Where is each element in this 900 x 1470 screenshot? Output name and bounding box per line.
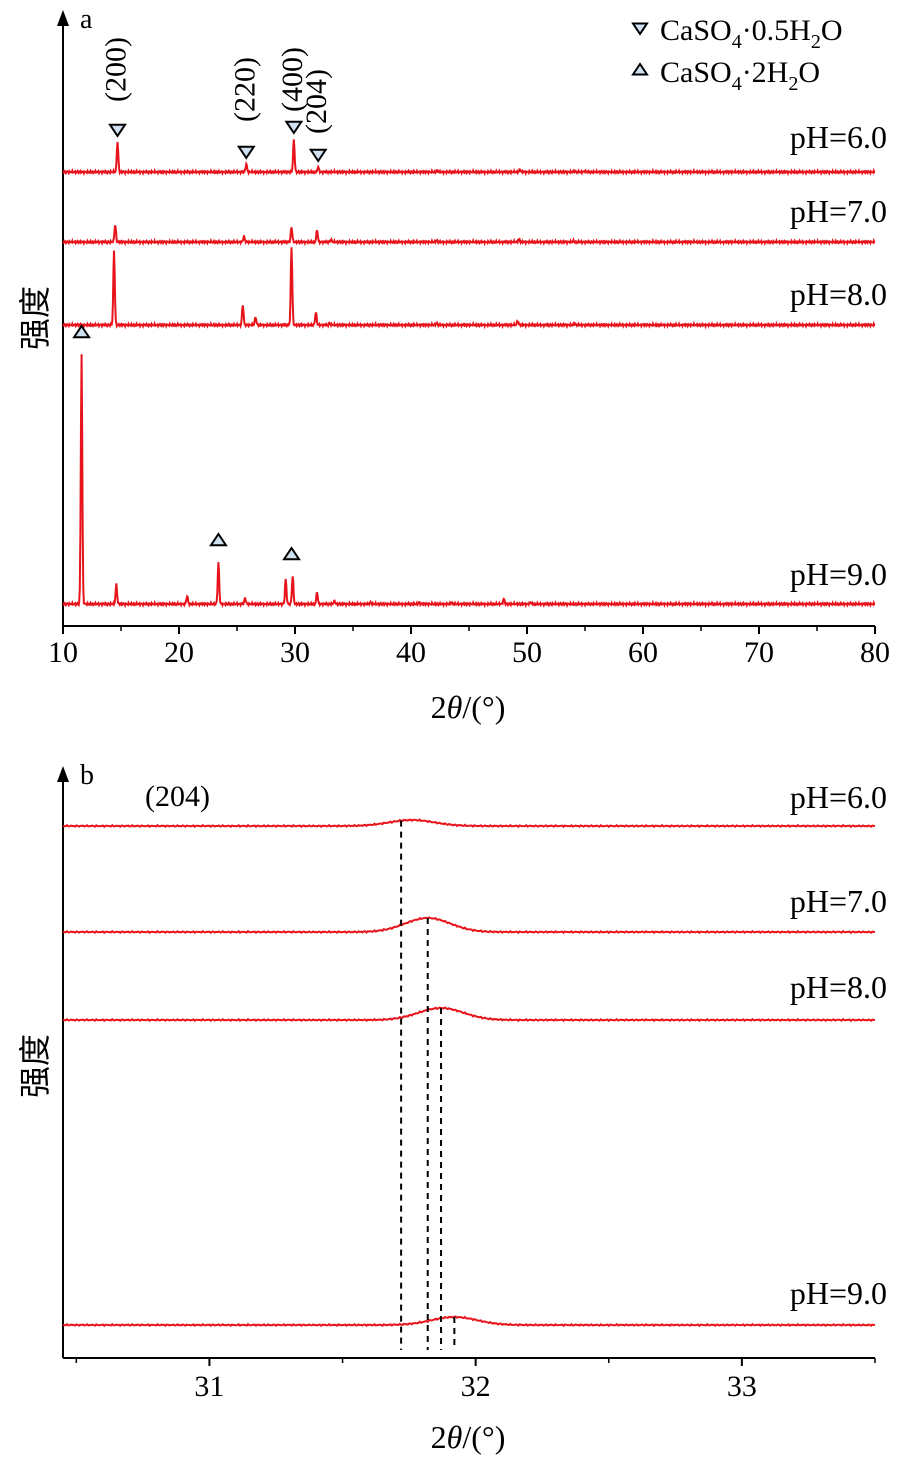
panel-b-series-label-ph-8-0: pH=8.0 [790, 969, 887, 1005]
panel-b-trace-ph-6-0 [63, 818, 876, 829]
panel-a-plot: 10 20 30 40 50 60 70 80 pH=6.0 pH=7.0 pH=8.0 pH=9.0… [48, 10, 890, 669]
hemihydrate-marker-icon [284, 120, 304, 135]
hemihydrate-marker-icon [108, 123, 127, 138]
panel-a-series-label-ph-7-0: pH=7.0 [790, 193, 887, 229]
panel-a-x-tick-label-60: 60 [628, 636, 658, 669]
hemihydrate-marker-icon [236, 145, 256, 160]
panel-b-annotation-204: (204) [145, 780, 210, 813]
panel-a-series-label-ph-9-0: pH=9.0 [790, 556, 887, 592]
panel-b-plot: 31 32 33 pH=6.0 pH=7.0 pH=8.0 pH=9.0 [57, 766, 887, 1403]
panel-a-trace-ph-7-0 [62, 225, 876, 247]
miller-index-200: (200) [100, 37, 133, 102]
panel-a-x-tick-label-50: 50 [512, 636, 542, 669]
panel-a-x-tick-label-30: 30 [280, 636, 310, 669]
panel-b-x-tick-label-32: 32 [461, 1370, 491, 1403]
panel-a-x-tick-label-20: 20 [164, 636, 194, 669]
panel-b-x-tick-label-33: 33 [727, 1370, 757, 1403]
panel-a-x-axis-label: 2θ/(°) [431, 689, 506, 725]
legend-label-dihydrate: CaSO4·2H2O [660, 56, 820, 95]
panel-b-y-axis-arrow-icon [57, 766, 69, 782]
dihydrate-marker-icon [72, 324, 91, 339]
legend-item-dihydrate: CaSO4·2H2O [631, 56, 820, 95]
panel-b-trace-ph-7-0 [63, 916, 876, 935]
panel-a-x-tick-label-40: 40 [396, 636, 426, 669]
panel-b-trace-ph-8-0 [63, 1006, 876, 1023]
legend-up-triangle-icon [631, 62, 649, 76]
panel-b-x-axis-label: 2θ/(°) [431, 1419, 506, 1455]
panel-a-y-axis-arrow-icon [57, 10, 69, 26]
panel-b-x-tick-label-31: 31 [194, 1370, 224, 1403]
panel-b: b (204) 强度 2θ/(°) 31 32 33 pH=6.0 pH=7.0 pH=8… [17, 760, 887, 1455]
panel-b-label: b [80, 760, 94, 791]
miller-index-220: (220) [228, 57, 261, 122]
panel-a-series-label-ph-6-0: pH=6.0 [790, 119, 887, 155]
panel-a-x-tick-label-70: 70 [744, 636, 774, 669]
legend-label-hemihydrate: CaSO4·0.5H2O [660, 14, 843, 53]
miller-index-204: (204) [300, 69, 333, 134]
panel-a-trace-ph-6-0 [62, 139, 876, 177]
panel-a: a CaSO4·0.5H2O CaSO4·2H2O 强度 2θ/(°) 10 20… [17, 4, 890, 725]
panel-a-x-tick-label-80: 80 [860, 636, 890, 669]
panel-a-y-axis-label: 强度 [17, 286, 53, 350]
panel-b-series-label-ph-9-0: pH=9.0 [790, 1275, 887, 1311]
legend-down-triangle-icon [631, 22, 649, 36]
panel-a-trace-ph-9-0 [62, 354, 876, 609]
dihydrate-marker-icon [282, 546, 301, 561]
miller-index-400: (400) [276, 47, 309, 112]
panel-b-y-axis-label: 强度 [17, 1034, 53, 1098]
hemihydrate-marker-icon [308, 148, 328, 163]
panel-b-trace-ph-9-0 [63, 1315, 876, 1328]
panel-a-legend: CaSO4·0.5H2O CaSO4·2H2O [631, 14, 843, 95]
panel-a-trace-ph-8-0 [62, 247, 876, 330]
legend-item-hemihydrate: CaSO4·0.5H2O [631, 14, 843, 53]
panel-b-series-label-ph-7-0: pH=7.0 [790, 883, 887, 919]
panel-a-series-label-ph-8-0: pH=8.0 [790, 276, 887, 312]
panel-a-x-tick-label-10: 10 [48, 636, 78, 669]
dihydrate-marker-icon [209, 532, 228, 547]
panel-b-series-label-ph-6-0: pH=6.0 [790, 779, 887, 815]
panel-a-label: a [80, 4, 93, 35]
